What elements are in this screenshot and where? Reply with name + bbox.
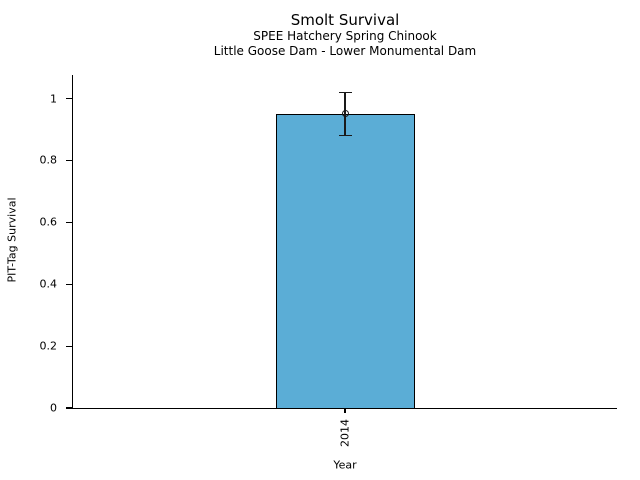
- y-tick-label-0: 0: [50, 401, 57, 415]
- y-tick-label-0.4: 0.4: [39, 277, 58, 291]
- y-tick-0.4: [65, 283, 72, 285]
- chart-subtitle-hatchery: SPEE Hatchery Spring Chinook: [253, 29, 437, 43]
- chart-subtitle-reach: Little Goose Dam - Lower Monumental Dam: [213, 44, 477, 58]
- error-bar-cap-bottom: [338, 134, 352, 137]
- error-bar-cap-top: [338, 91, 352, 94]
- y-tick-label-0.2: 0.2: [39, 339, 58, 353]
- y-tick-0.8: [65, 159, 72, 161]
- data-point-open-circle-marker: [341, 110, 349, 118]
- x-tick-2014: [344, 409, 346, 414]
- y-axis-line: [71, 75, 73, 410]
- y-tick-0: [65, 407, 72, 409]
- y-tick-label-0.8: 0.8: [39, 153, 58, 167]
- y-tick-label-1: 1: [50, 92, 57, 106]
- y-tick-0.6: [65, 221, 72, 223]
- y-tick-1: [65, 97, 72, 100]
- y-tick-0.2: [65, 345, 72, 347]
- x-axis-label: Year: [333, 458, 357, 472]
- bar-2014: [275, 113, 415, 410]
- x-tick-label-2014: 2014: [338, 419, 352, 447]
- chart-title: Smolt Survival: [290, 11, 400, 29]
- y-tick-label-0.6: 0.6: [39, 215, 58, 229]
